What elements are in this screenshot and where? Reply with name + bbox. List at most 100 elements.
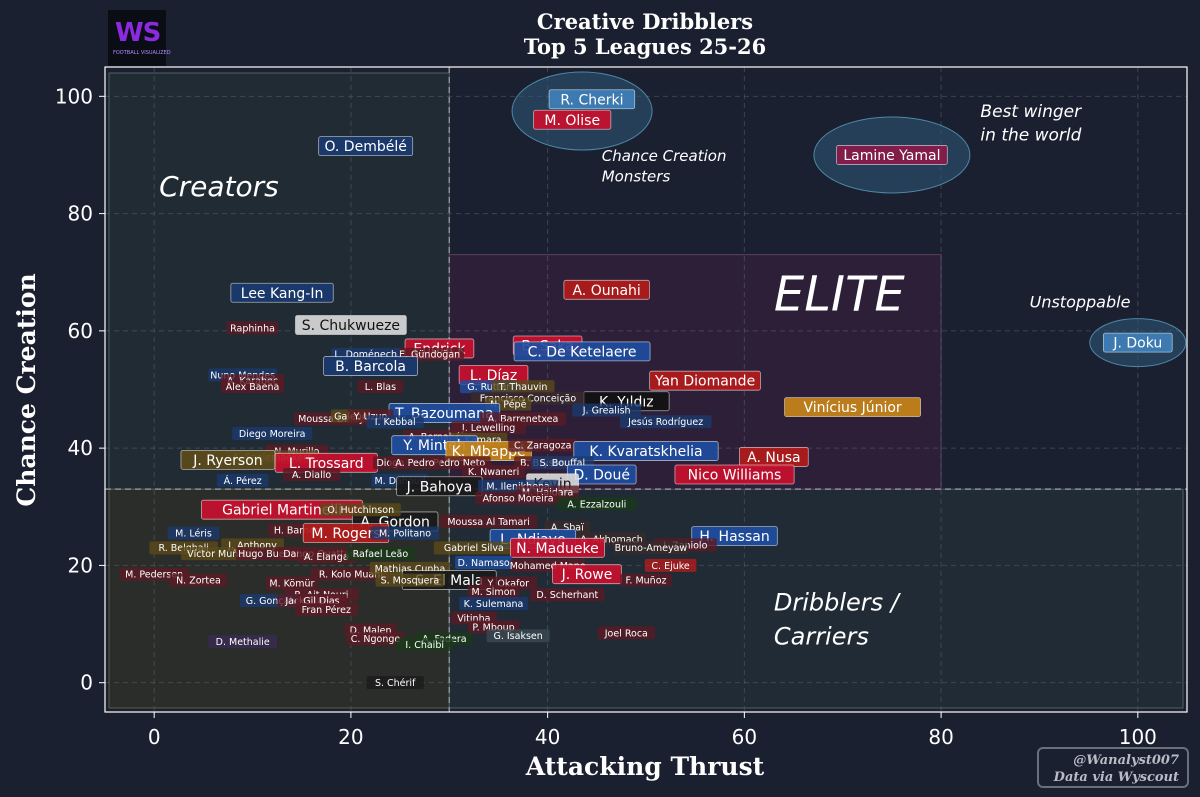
point-label: D. Methalie [216, 637, 270, 648]
point-box [323, 356, 418, 376]
point-box [389, 456, 441, 470]
y-tick-label: 80 [68, 202, 93, 226]
point-s-mosquera: S. Mosquera [375, 573, 445, 587]
point-box [366, 415, 424, 429]
point-label: A. Barrenetxea [488, 414, 559, 425]
point-box [597, 626, 655, 640]
point-c-de-ketelaere: C. De Ketelaere [513, 341, 651, 362]
point-m-olise: M. Olise [533, 109, 612, 130]
point-box [491, 380, 555, 394]
x-tick-label: 20 [338, 725, 363, 749]
point-gabriel-silva: Gabriel Silva [433, 541, 514, 555]
point-c-ejuke: C. Ejuke [644, 558, 697, 572]
y-tick-label: 60 [68, 319, 93, 343]
point-label: G. Rutter [467, 382, 510, 393]
point-label: A. Ezzalzouli [567, 499, 626, 510]
point-a-nusa: A. Nusa [739, 447, 809, 467]
logo-text: WS [115, 18, 161, 48]
zone-label-carriers: Carriers [774, 623, 869, 651]
point-label: Alex Baena [226, 382, 279, 393]
point-label: M. Kömür [269, 578, 314, 589]
point-label: I. Kebbal [375, 417, 416, 428]
point-raphinha: Raphinha [226, 321, 279, 335]
point-box [370, 526, 440, 540]
point-box [674, 464, 795, 485]
point-box [649, 370, 761, 391]
point-label: D. Scherhant [536, 590, 598, 601]
point-m-politano: M. Politano [370, 526, 440, 540]
point-box [282, 468, 341, 482]
point-label: M. Simon [472, 587, 516, 598]
annotation-best-winger-2: in the world [980, 125, 1081, 145]
point-m-simon: M. Simon [467, 585, 520, 599]
point-box [510, 537, 605, 558]
point-label: Bruno-Ameyaw [615, 543, 688, 554]
point-s-ch-rif: S. Chérif [366, 676, 424, 690]
point-label: A. Diallo [292, 470, 331, 481]
point-box [467, 585, 520, 599]
point-box [346, 632, 405, 646]
point-label: A. Nusa [747, 450, 800, 466]
point-label: Vinícius Júnior [803, 400, 901, 416]
point-box [232, 426, 313, 440]
point-joel-roca: Joel Roca [597, 626, 655, 640]
point-box [572, 403, 642, 417]
point-label: R. Cherki [560, 92, 623, 108]
point-box [320, 503, 401, 517]
point-box [221, 380, 285, 394]
point-label: C. Zaragoza [514, 441, 571, 452]
point-label: S. Bouffal [540, 458, 585, 469]
point-l-d-az: L. Díaz [458, 364, 529, 385]
point-d-methalie: D. Methalie [208, 635, 278, 649]
point-box [533, 109, 612, 130]
point-label: J. Anthony [227, 540, 277, 551]
annotation-unstoppable: Unstoppable [1030, 292, 1131, 311]
point-box [451, 421, 526, 435]
point-label: Rafael Leão [353, 549, 409, 560]
point-label: N. Pépé [490, 400, 526, 411]
point-label: Y. Okafor [486, 578, 529, 589]
point-bruno-ameyaw: Bruno-Ameyaw [613, 541, 689, 555]
point-label: Fran Pérez [302, 605, 351, 616]
point-box [366, 676, 424, 690]
point-label: M. Pedersen [125, 570, 183, 581]
point-box [836, 145, 948, 165]
point-s-chukwueze: S. Chukwueze [295, 315, 407, 335]
y-tick-label: 100 [55, 84, 93, 108]
point-label: J. Doku [1112, 336, 1162, 352]
point-label: Gabriel Martinelli [222, 503, 342, 519]
point-n-madueke: N. Madueke [510, 537, 605, 558]
point-box [613, 541, 689, 555]
point-jes-s-rodr-guez: Jesús Rodríguez [619, 415, 712, 429]
point-box [1103, 332, 1173, 353]
point-fran-p-rez: Fran Pérez [294, 602, 358, 616]
point-r-cherki: R. Cherki [548, 89, 636, 110]
point-box [318, 136, 414, 157]
point-b-barcola: B. Barcola [323, 356, 418, 376]
point-label: B. Barcola [335, 359, 406, 375]
point-label: H. Hassan [699, 529, 769, 545]
plot-area: 0 20 40 60 80 100 0 20 40 60 80 100 Creators ELITE Dri… [55, 66, 1188, 749]
point-label: K. Kvaratskhelia [589, 444, 702, 460]
point-box [375, 573, 445, 587]
point-box [530, 588, 605, 602]
y-tick-label: 0 [80, 671, 93, 695]
point-box [167, 526, 220, 540]
point-label: F. Muñoz [625, 575, 666, 586]
point-label: Vitinha [457, 614, 490, 625]
x-tick-label: 80 [928, 725, 953, 749]
point-box [357, 380, 404, 394]
point-label: Nico Williams [688, 468, 782, 484]
chart-subtitle: Top 5 Leagues 25-26 [524, 34, 766, 59]
y-tick-label: 40 [68, 436, 93, 460]
point-label: D. Malen [350, 625, 392, 636]
point-box [462, 465, 526, 479]
point-label: M. Rogers [311, 526, 380, 542]
point-t-thauvin: T. Thauvin [491, 380, 555, 394]
zone-label-elite: ELITE [774, 266, 906, 322]
point-box [295, 315, 407, 335]
point-label: Víctor Muñoz [187, 549, 249, 560]
point-label: L. Trossard [289, 456, 364, 472]
point-k-sulemana: K. Sulemana [459, 597, 528, 611]
point-label: K. Sulemana [464, 599, 524, 610]
